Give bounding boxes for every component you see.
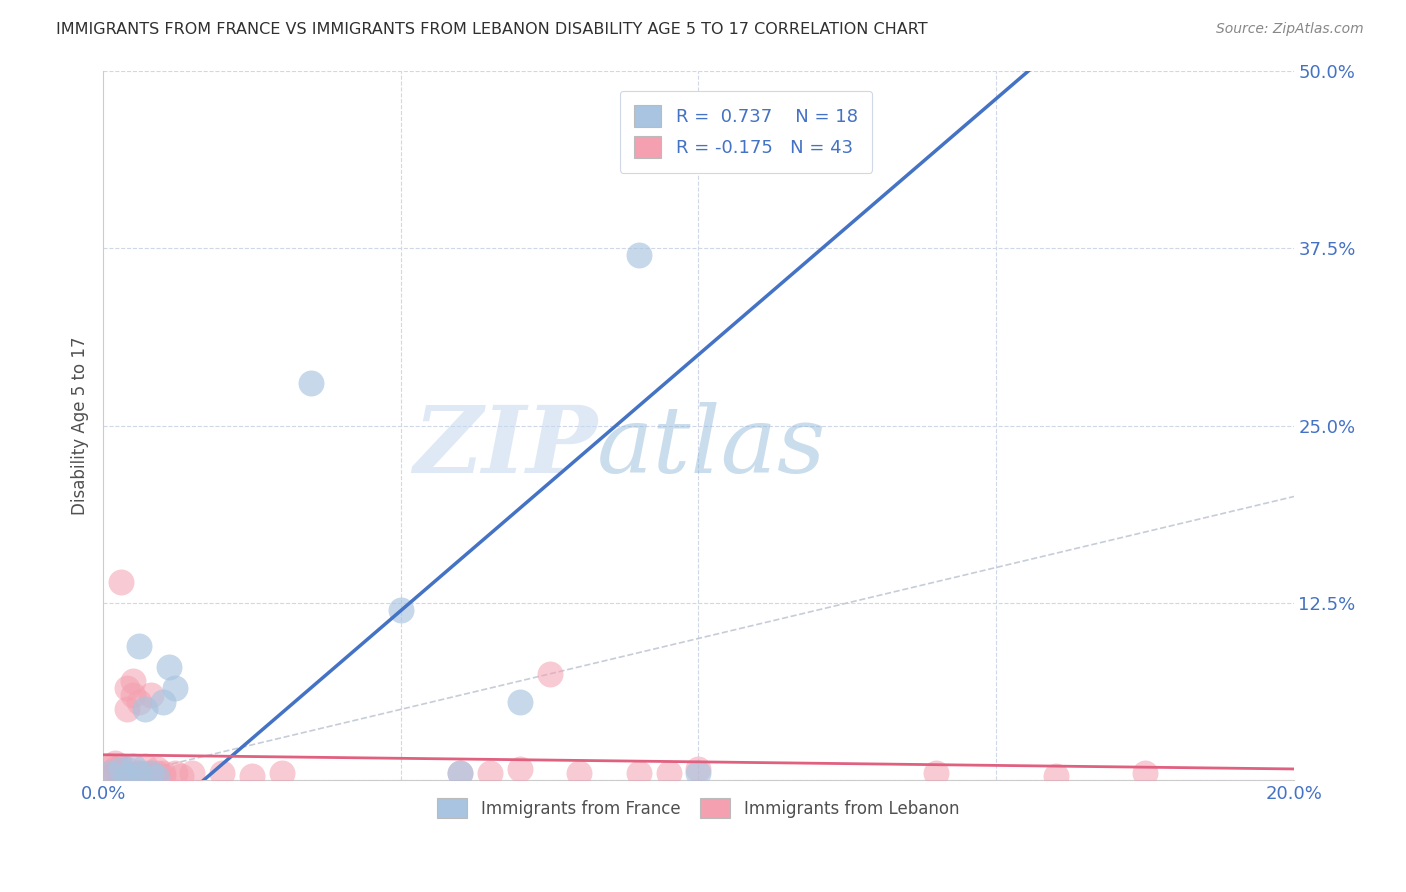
- Point: [211, 766, 233, 780]
- Point: [110, 762, 132, 776]
- Point: [270, 766, 292, 780]
- Point: [145, 771, 167, 785]
- Point: [925, 766, 948, 780]
- Point: [449, 766, 471, 780]
- Point: [115, 762, 138, 776]
- Point: [145, 766, 167, 780]
- Point: [134, 702, 156, 716]
- Point: [115, 702, 138, 716]
- Point: [110, 759, 132, 773]
- Point: [104, 762, 127, 776]
- Point: [152, 769, 174, 783]
- Text: Source: ZipAtlas.com: Source: ZipAtlas.com: [1216, 22, 1364, 37]
- Point: [128, 766, 150, 780]
- Point: [1133, 766, 1156, 780]
- Point: [122, 673, 145, 688]
- Point: [240, 769, 263, 783]
- Point: [169, 769, 191, 783]
- Point: [128, 695, 150, 709]
- Point: [163, 766, 186, 780]
- Point: [568, 766, 591, 780]
- Point: [157, 660, 180, 674]
- Point: [1045, 769, 1067, 783]
- Point: [145, 762, 167, 776]
- Point: [152, 766, 174, 780]
- Point: [139, 688, 162, 702]
- Point: [163, 681, 186, 695]
- Text: ZIP: ZIP: [413, 402, 598, 492]
- Point: [181, 766, 204, 780]
- Point: [134, 766, 156, 780]
- Point: [115, 769, 138, 783]
- Point: [509, 762, 531, 776]
- Point: [152, 695, 174, 709]
- Point: [98, 759, 121, 773]
- Point: [301, 376, 323, 391]
- Text: atlas: atlas: [598, 402, 827, 492]
- Point: [139, 766, 162, 780]
- Point: [627, 248, 650, 262]
- Point: [122, 769, 145, 783]
- Point: [688, 762, 710, 776]
- Point: [509, 695, 531, 709]
- Point: [389, 603, 412, 617]
- Point: [115, 766, 138, 780]
- Point: [128, 766, 150, 780]
- Point: [122, 759, 145, 773]
- Y-axis label: Disability Age 5 to 17: Disability Age 5 to 17: [72, 336, 89, 515]
- Point: [110, 574, 132, 589]
- Point: [658, 766, 681, 780]
- Point: [122, 688, 145, 702]
- Point: [104, 756, 127, 771]
- Point: [139, 766, 162, 780]
- Point: [128, 639, 150, 653]
- Point: [688, 766, 710, 780]
- Point: [98, 766, 121, 780]
- Point: [134, 759, 156, 773]
- Point: [627, 766, 650, 780]
- Point: [115, 681, 138, 695]
- Point: [104, 766, 127, 780]
- Text: IMMIGRANTS FROM FRANCE VS IMMIGRANTS FROM LEBANON DISABILITY AGE 5 TO 17 CORRELA: IMMIGRANTS FROM FRANCE VS IMMIGRANTS FRO…: [56, 22, 928, 37]
- Legend: Immigrants from France, Immigrants from Lebanon: Immigrants from France, Immigrants from …: [430, 791, 966, 825]
- Point: [449, 766, 471, 780]
- Point: [538, 667, 561, 681]
- Point: [98, 766, 121, 780]
- Point: [479, 766, 502, 780]
- Point: [110, 764, 132, 779]
- Point: [110, 769, 132, 783]
